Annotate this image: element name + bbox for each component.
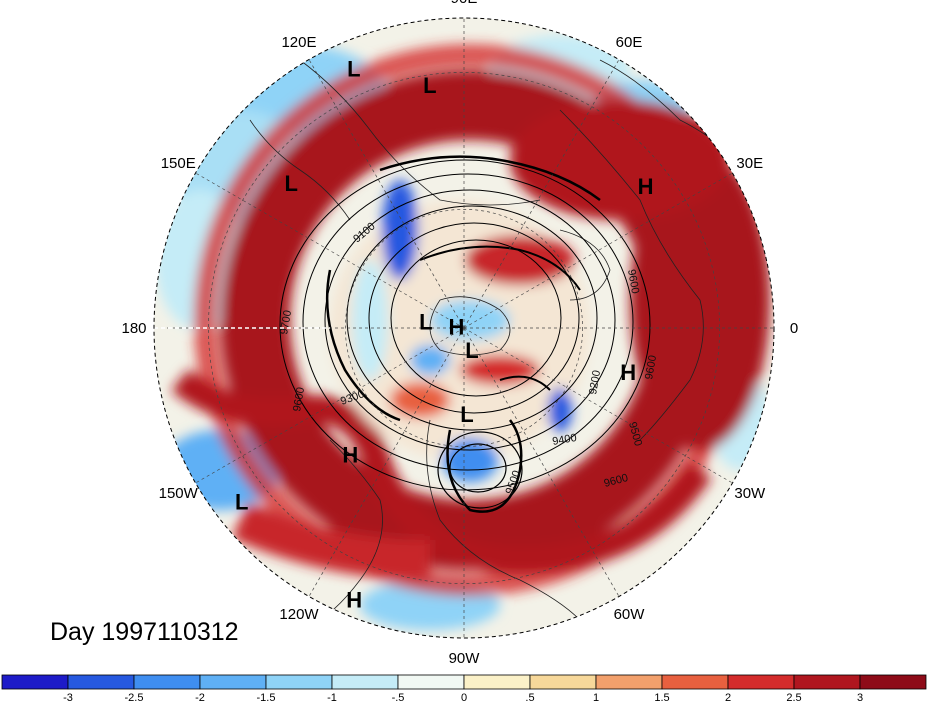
- contour-label: 9600: [625, 268, 641, 294]
- low-pressure-marker: L: [423, 73, 436, 98]
- low-pressure-marker: L: [235, 490, 248, 515]
- colorbar-swatch: [133, 674, 201, 690]
- high-pressure-marker: H: [620, 360, 636, 385]
- parallel-circle: [345, 209, 583, 447]
- colorbar-tick-label: -2: [195, 692, 205, 702]
- colorbar-tick-label: 1.5: [654, 692, 669, 702]
- colorbar-swatch: [859, 674, 927, 690]
- contour-label: 9400: [551, 432, 577, 448]
- colorbar-swatch: [67, 674, 135, 690]
- low-pressure-marker: L: [460, 402, 473, 427]
- colorbar-tick-label: -1: [327, 692, 337, 702]
- colorbar-tick-label: -1.5: [257, 692, 276, 702]
- meridian-line: [195, 172, 465, 329]
- high-pressure-marker: H: [346, 588, 362, 613]
- longitude-label: 60E: [616, 34, 643, 51]
- colorbar-tick-label: -.5: [392, 692, 405, 702]
- colorbar-tick-label: -3: [63, 692, 73, 702]
- contour-label: 9600: [291, 386, 307, 412]
- high-pressure-marker: H: [448, 315, 464, 340]
- colorbar-tick-label: 2.5: [786, 692, 801, 702]
- colorbar-swatch: [529, 674, 597, 690]
- longitude-label: 90W: [449, 650, 481, 667]
- meridian-line: [308, 327, 465, 597]
- longitude-label: 60W: [614, 606, 646, 623]
- colorbar-swatch: [397, 674, 465, 690]
- colorbar-swatch: [793, 674, 861, 690]
- colorbar-swatch: [331, 674, 399, 690]
- meridian-line: [463, 327, 620, 597]
- longitude-label: 150E: [161, 155, 196, 172]
- colorbar-tick-label: .5: [525, 692, 534, 702]
- colorbar: -3 -2.5 -2 -1.5 -1 -.5 0 .5 1 1.5 2 2.5 3: [1, 674, 927, 702]
- longitude-label: 30E: [736, 155, 763, 172]
- contour-label: 9200: [587, 369, 603, 395]
- colorbar-swatch: [463, 674, 531, 690]
- map-boundary: [153, 17, 775, 639]
- longitude-label: 30W: [734, 485, 766, 502]
- meridian-line: [308, 59, 465, 329]
- high-pressure-marker: H: [638, 174, 654, 199]
- contour-label: 9600: [643, 354, 659, 380]
- low-pressure-marker: L: [465, 338, 478, 363]
- colorbar-tick-label: 2: [725, 692, 731, 702]
- meridian-line: [463, 172, 733, 329]
- low-pressure-marker: L: [347, 56, 360, 81]
- low-pressure-marker: L: [284, 171, 297, 196]
- meridian-line: [195, 327, 465, 484]
- meridian-line: [463, 59, 620, 329]
- colorbar-swatch: [1, 674, 69, 690]
- longitude-label: 0: [790, 320, 798, 337]
- parallel-circle: [208, 72, 720, 584]
- colorbar-swatch: [595, 674, 663, 690]
- meridian-line: [463, 327, 733, 484]
- contour-label: 9700: [278, 309, 294, 335]
- colorbar-swatch: [265, 674, 333, 690]
- colorbar-swatch: [661, 674, 729, 690]
- low-pressure-marker: L: [419, 309, 432, 334]
- longitude-labels: 90E 60E 30E 0 30W 60W 90W 120W 150W 180 150E 120E: [121, 0, 798, 667]
- high-pressure-marker: H: [342, 442, 358, 467]
- longitude-label: 120W: [279, 606, 319, 623]
- colorbar-swatch: [199, 674, 267, 690]
- longitude-label: 90E: [451, 0, 478, 7]
- colorbar-tick-label: 0: [461, 692, 467, 702]
- colorbar-tick-label: -2.5: [125, 692, 144, 702]
- longitude-label: 120E: [281, 34, 316, 51]
- height-contours: [279, 155, 651, 513]
- longitude-label: 150W: [159, 485, 199, 502]
- longitude-label: 180: [121, 320, 146, 337]
- colorbar-tick-label: 3: [857, 692, 863, 702]
- date-label: Day 1997110312: [50, 618, 239, 646]
- colorbar-tick-label: 1: [593, 692, 599, 702]
- colorbar-swatch: [727, 674, 795, 690]
